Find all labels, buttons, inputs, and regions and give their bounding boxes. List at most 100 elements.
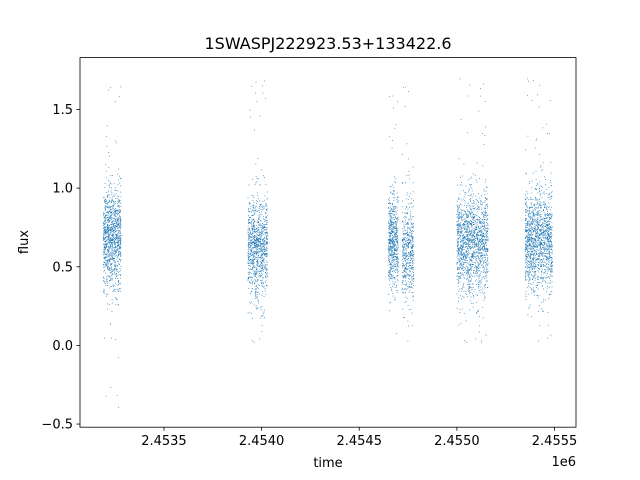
data-point [461, 252, 463, 254]
data-point [464, 246, 466, 248]
data-point [260, 265, 261, 267]
data-point [103, 264, 104, 266]
data-point [107, 211, 109, 213]
data-point [459, 247, 460, 249]
data-point [390, 246, 392, 247]
data-point [461, 269, 463, 271]
data-point [460, 209, 462, 210]
data-point [538, 256, 540, 258]
data-point [389, 241, 390, 243]
data-point [485, 227, 487, 229]
data-point [108, 207, 110, 209]
data-point [403, 234, 405, 236]
data-point [462, 247, 463, 249]
data-point [482, 257, 484, 258]
data-point [111, 194, 113, 195]
data-point [395, 178, 397, 179]
data-point [474, 245, 475, 247]
data-point [471, 184, 472, 185]
data-point [479, 284, 481, 286]
data-point [464, 239, 465, 241]
data-point [472, 264, 473, 266]
data-point [460, 222, 462, 224]
data-point [260, 262, 262, 264]
data-point [264, 236, 266, 238]
data-point [259, 338, 260, 340]
data-point [391, 233, 393, 235]
data-point [481, 238, 482, 239]
data-point [110, 229, 112, 231]
data-point [470, 223, 472, 224]
data-point [262, 238, 264, 240]
data-point [473, 202, 474, 204]
data-point [253, 259, 255, 261]
data-point [388, 249, 389, 251]
data-point [468, 245, 470, 247]
data-point [117, 196, 119, 197]
data-point [119, 233, 121, 234]
data-point [117, 244, 118, 246]
data-point [403, 250, 405, 252]
data-point [111, 311, 113, 312]
data-point [248, 277, 250, 278]
data-point [116, 227, 118, 229]
data-point [115, 238, 117, 240]
data-point [472, 205, 474, 207]
data-point [468, 269, 470, 270]
data-point [471, 302, 473, 304]
data-point [411, 284, 412, 285]
data-point [468, 241, 470, 242]
data-point [250, 243, 252, 244]
data-point [106, 207, 108, 209]
data-point [396, 206, 398, 208]
data-point [388, 239, 389, 241]
data-point [550, 291, 552, 293]
data-point [256, 268, 258, 270]
data-point [112, 242, 114, 244]
data-point [402, 292, 404, 294]
data-point [116, 240, 118, 242]
data-point [257, 239, 259, 241]
data-point [466, 256, 468, 258]
data-point [109, 267, 110, 269]
data-point [401, 265, 403, 266]
data-point [408, 275, 410, 277]
data-point [543, 212, 545, 214]
data-point [458, 288, 460, 290]
data-point [412, 287, 414, 289]
data-point [478, 290, 480, 291]
data-point [266, 249, 267, 251]
data-point [525, 257, 527, 259]
data-point [466, 246, 468, 248]
data-point [548, 258, 549, 260]
data-point [393, 242, 395, 244]
data-point [260, 309, 262, 310]
data-point [114, 229, 116, 231]
data-point [259, 115, 261, 117]
data-point [106, 229, 108, 231]
data-point [406, 175, 408, 176]
data-point [459, 213, 461, 215]
data-point [254, 256, 256, 258]
data-point [478, 253, 480, 254]
data-point [478, 248, 480, 250]
data-point [104, 290, 106, 292]
data-point [106, 206, 108, 207]
data-point [480, 253, 482, 254]
data-point [464, 254, 466, 256]
data-point [104, 249, 106, 251]
data-point [475, 199, 477, 200]
data-point [412, 238, 414, 239]
data-point [402, 240, 403, 241]
data-point [484, 194, 486, 195]
data-point [550, 227, 552, 229]
data-point [251, 238, 253, 240]
data-point [469, 270, 471, 271]
data-point [110, 200, 112, 202]
data-point [475, 209, 477, 211]
data-point [392, 211, 394, 212]
data-point [463, 266, 464, 268]
data-point [405, 275, 407, 277]
data-point [542, 279, 544, 281]
data-point [479, 254, 481, 256]
